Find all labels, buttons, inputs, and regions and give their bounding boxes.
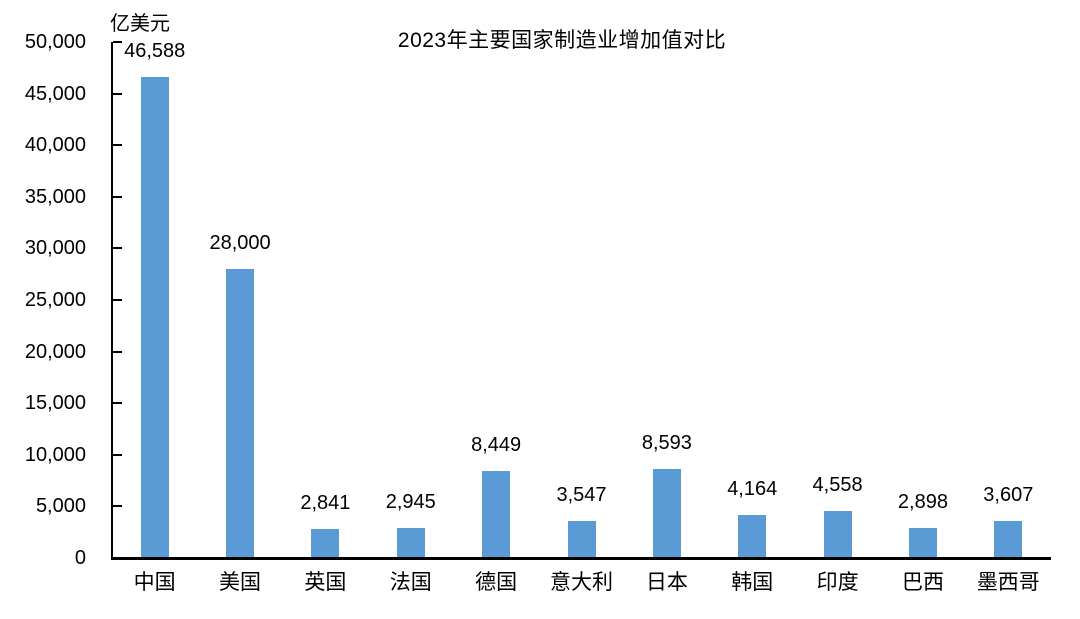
y-tick-mark (113, 453, 122, 456)
bar-value-label: 2,945 (385, 490, 436, 513)
category-label: 巴西 (901, 571, 944, 594)
chart-title: 2023年主要国家制造业增加值对比 (397, 29, 727, 52)
y-tick-label: 5,000 (35, 495, 86, 518)
x-axis-line (111, 557, 1051, 560)
category-label: 韩国 (731, 571, 774, 594)
bar-value-label: 8,593 (641, 432, 692, 455)
y-tick-mark (113, 402, 122, 405)
y-tick-label: 35,000 (24, 185, 86, 208)
category-label: 意大利 (550, 571, 613, 594)
bar (226, 269, 255, 558)
bar-value-label: 46,588 (124, 40, 186, 63)
y-tick-label: 40,000 (24, 134, 86, 157)
bar (396, 527, 425, 558)
bar (482, 470, 511, 558)
bar-value-label: 3,547 (556, 484, 607, 507)
bar-value-label: 3,607 (983, 483, 1034, 506)
bar-value-label: 4,558 (812, 473, 863, 496)
y-tick-mark (113, 247, 122, 250)
y-tick-label: 45,000 (24, 82, 86, 105)
y-tick-label: 20,000 (24, 340, 86, 363)
bar (823, 510, 852, 558)
bar (140, 77, 169, 558)
bar (567, 521, 596, 558)
category-label: 英国 (304, 571, 347, 594)
category-label: 中国 (133, 571, 176, 594)
category-label: 日本 (645, 571, 688, 594)
y-axis-unit-label: 亿美元 (110, 13, 170, 35)
category-label: 德国 (475, 571, 518, 594)
bar-value-label: 2,898 (897, 491, 948, 514)
category-label: 墨西哥 (976, 571, 1040, 594)
bar (311, 528, 340, 558)
y-tick-mark (113, 144, 122, 147)
bar-value-label: 8,449 (471, 433, 522, 456)
category-label: 法国 (389, 571, 432, 594)
y-axis-line (111, 42, 113, 559)
y-tick-mark (113, 41, 122, 43)
category-label: 印度 (816, 571, 859, 594)
y-tick-label: 25,000 (24, 289, 86, 311)
y-tick-label: 15,000 (24, 392, 86, 415)
y-tick-label: 30,000 (24, 237, 86, 260)
y-tick-mark (113, 195, 122, 198)
bar (652, 469, 681, 558)
y-tick-mark (113, 299, 122, 301)
y-tick-label: 10,000 (24, 443, 86, 466)
category-label: 美国 (219, 571, 262, 594)
y-tick-mark (113, 92, 122, 95)
bar (994, 520, 1023, 558)
y-tick-label: 0 (74, 547, 86, 569)
bar (738, 515, 767, 558)
y-tick-mark (113, 350, 122, 353)
bar-value-label: 28,000 (209, 232, 271, 255)
bar-value-label: 4,164 (727, 478, 778, 501)
y-tick-mark (113, 505, 122, 508)
bar-value-label: 2,841 (300, 491, 351, 514)
bar (908, 528, 937, 558)
y-tick-label: 50,000 (24, 31, 86, 53)
